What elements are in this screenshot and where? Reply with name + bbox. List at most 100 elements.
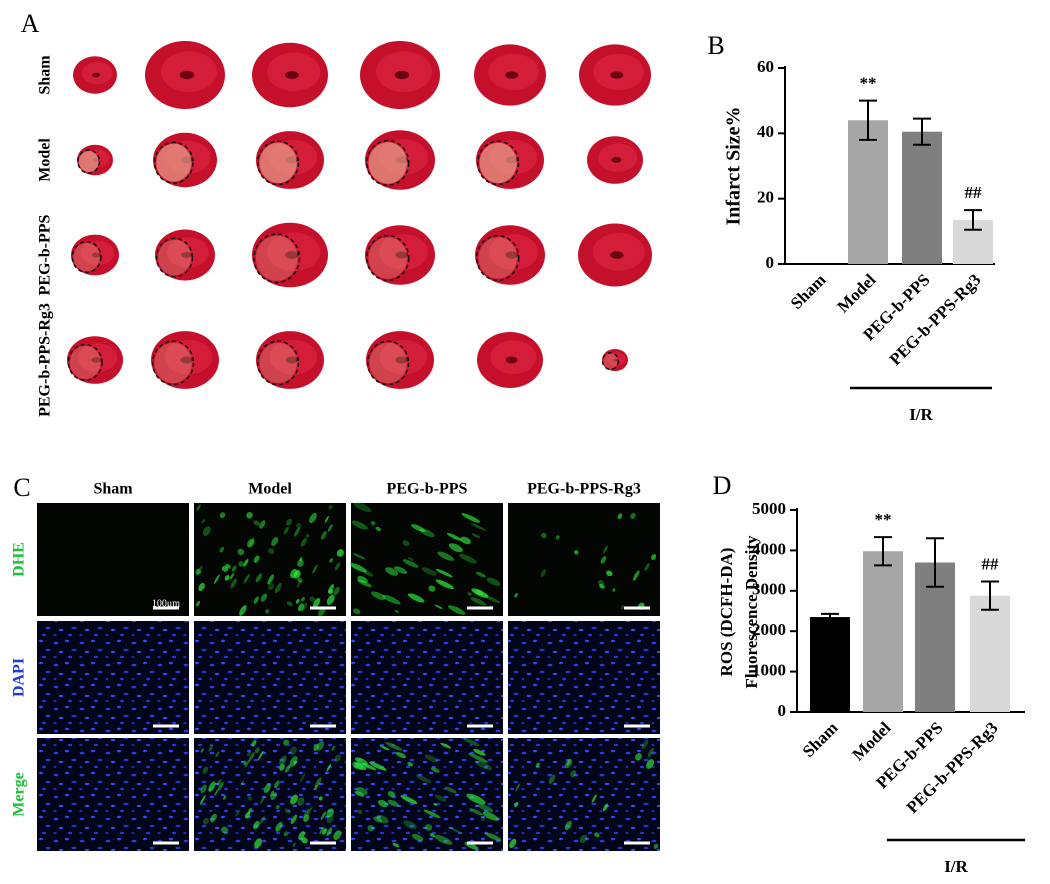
- green-signal: [253, 820, 260, 830]
- green-signal: [303, 814, 310, 823]
- green-signal: [237, 548, 245, 556]
- x-tick-label: Sham: [799, 718, 842, 761]
- green-signal: [301, 837, 308, 844]
- green-signal: [444, 786, 457, 794]
- green-signal: [651, 554, 657, 560]
- green-signal: [296, 522, 302, 528]
- green-signal: [326, 827, 333, 837]
- green-signal: [434, 835, 453, 845]
- lumen: [613, 358, 618, 362]
- row-label: DAPI: [11, 658, 28, 697]
- green-signal: [244, 759, 250, 768]
- scale-bar-label: 100μm: [152, 598, 180, 609]
- green-signal: [459, 553, 477, 564]
- green-signal: [293, 527, 301, 537]
- green-signal: [326, 594, 335, 605]
- green-signal: [254, 838, 263, 849]
- y-tick-label: 4000: [752, 539, 786, 558]
- x-tick-label: Sham: [787, 270, 830, 313]
- green-signal: [238, 561, 244, 567]
- green-signal: [570, 770, 577, 778]
- green-signal: [326, 808, 334, 818]
- green-signal: [246, 751, 251, 757]
- infarct-area: [369, 342, 407, 384]
- green-signal: [573, 550, 579, 555]
- significance-label: ##: [982, 554, 1000, 573]
- green-signal: [407, 593, 425, 603]
- green-signal: [566, 759, 571, 766]
- y-tick-label: 2000: [752, 620, 786, 639]
- lumen: [505, 356, 518, 364]
- green-signal: [292, 842, 296, 848]
- green-signal: [475, 571, 486, 578]
- green-signal: [357, 579, 372, 588]
- green-signal: [196, 565, 203, 576]
- y-axis-label: Infarct Size%: [723, 106, 745, 225]
- green-signal: [653, 843, 659, 849]
- green-signal: [283, 831, 289, 837]
- green-signal: [210, 813, 217, 823]
- infarct-outline: [366, 234, 410, 282]
- error-bar: [874, 536, 892, 567]
- green-signal: [270, 791, 277, 801]
- green-signal: [475, 760, 492, 771]
- green-signal: [617, 513, 623, 520]
- green-signal: [509, 838, 517, 849]
- green-signal: [385, 741, 403, 751]
- green-signal: [195, 600, 201, 607]
- infarct-area: [259, 342, 297, 384]
- green-signal: [239, 605, 247, 616]
- green-signal: [471, 588, 489, 598]
- green-signal: [471, 533, 481, 539]
- green-signal: [354, 757, 368, 766]
- panel-label: D: [713, 471, 732, 500]
- green-signal: [195, 568, 202, 575]
- green-signal: [273, 780, 280, 789]
- green-signal: [327, 523, 333, 532]
- green-signal: [579, 834, 587, 844]
- green-signal: [333, 830, 342, 840]
- green-signal: [463, 737, 480, 747]
- green-signal: [290, 568, 298, 578]
- infarct-area: [478, 237, 517, 279]
- green-signal: [299, 772, 306, 783]
- green-signal: [300, 537, 307, 547]
- y-tick-label: 1000: [752, 661, 786, 680]
- green-signal: [485, 832, 502, 842]
- green-signal: [481, 816, 486, 821]
- row-label: PEG-b-PPS: [37, 214, 54, 295]
- infarct-area: [368, 237, 407, 279]
- green-signal: [216, 779, 222, 786]
- green-signal: [379, 745, 390, 751]
- column-label: PEG-b-PPS-Rg3: [527, 481, 641, 498]
- green-signal: [200, 784, 207, 794]
- green-signal: [373, 816, 383, 823]
- green-signal: [375, 526, 382, 532]
- infarct-outline: [155, 237, 194, 278]
- green-signal: [382, 594, 401, 605]
- green-signal: [297, 603, 304, 612]
- x-tick-label: Model: [848, 718, 894, 764]
- lumen: [179, 70, 195, 80]
- green-signal: [221, 826, 229, 834]
- green-signal: [548, 774, 556, 785]
- green-signal: [295, 598, 300, 604]
- green-signal: [606, 570, 613, 577]
- micrograph: [37, 738, 189, 851]
- green-signal: [259, 795, 266, 804]
- green-signal: [434, 794, 447, 802]
- green-signal: [334, 562, 341, 571]
- green-signal: [387, 799, 399, 807]
- group-label: I/R: [944, 857, 968, 876]
- green-signal: [253, 596, 259, 604]
- row-label: Merge: [11, 772, 28, 816]
- green-signal: [591, 794, 597, 803]
- infarct-area: [603, 353, 618, 369]
- lumen: [91, 252, 101, 258]
- infarct-outline: [71, 240, 102, 274]
- green-signal: [221, 565, 229, 572]
- micrograph: [37, 503, 189, 616]
- infarct-outline: [476, 234, 520, 282]
- error-bar: [913, 117, 931, 146]
- green-signal: [424, 754, 439, 763]
